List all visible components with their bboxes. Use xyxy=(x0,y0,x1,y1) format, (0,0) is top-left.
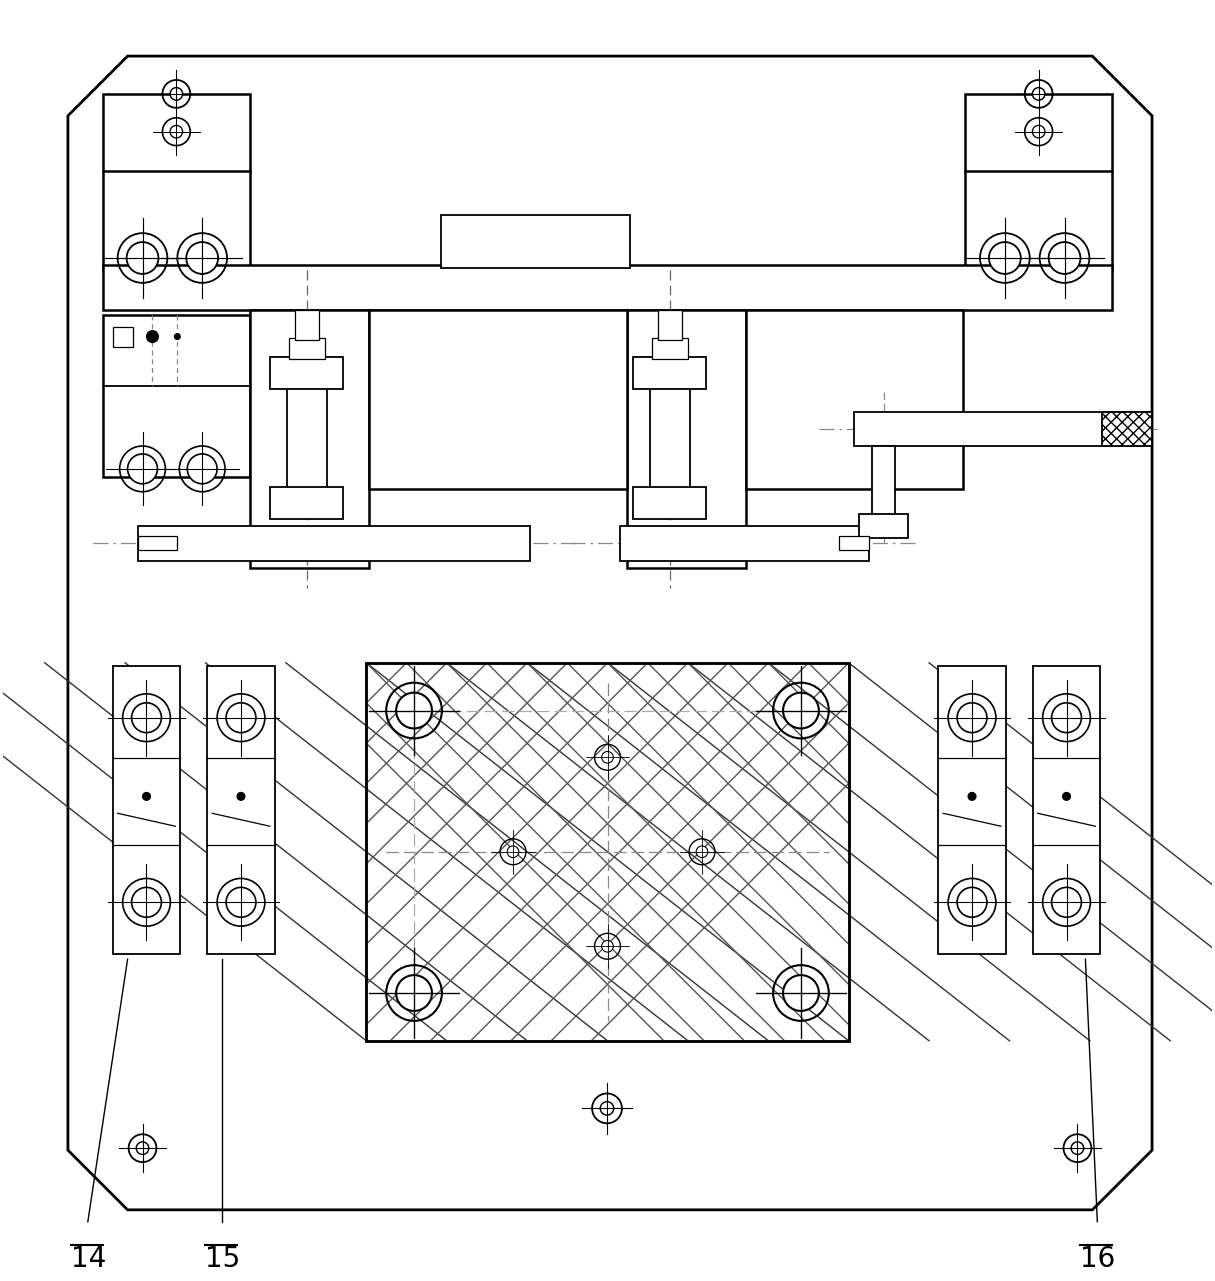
Circle shape xyxy=(696,845,708,857)
Bar xyxy=(366,662,849,1040)
Text: 15: 15 xyxy=(205,1245,241,1272)
Circle shape xyxy=(989,242,1021,274)
Bar xyxy=(746,310,963,489)
Bar xyxy=(366,662,849,1040)
Bar xyxy=(650,387,690,489)
Circle shape xyxy=(136,1141,148,1154)
Bar xyxy=(289,338,324,360)
Circle shape xyxy=(1063,793,1070,801)
Bar xyxy=(854,412,1152,446)
Circle shape xyxy=(142,793,151,801)
Bar xyxy=(250,310,369,569)
Bar xyxy=(103,265,1112,310)
Circle shape xyxy=(131,888,162,917)
Bar xyxy=(838,537,869,551)
Circle shape xyxy=(170,87,182,100)
Circle shape xyxy=(147,330,158,342)
Polygon shape xyxy=(68,56,1152,1209)
Circle shape xyxy=(1033,126,1045,138)
Circle shape xyxy=(601,940,614,952)
Bar xyxy=(366,662,849,1040)
Bar xyxy=(366,662,849,1040)
Bar xyxy=(366,662,849,1040)
Circle shape xyxy=(187,453,217,484)
Circle shape xyxy=(226,703,256,733)
Bar xyxy=(366,662,849,1040)
Circle shape xyxy=(226,888,256,917)
Bar xyxy=(137,537,177,551)
Bar xyxy=(366,662,849,1040)
Bar xyxy=(295,310,318,339)
Circle shape xyxy=(1033,87,1045,100)
Bar xyxy=(366,662,849,1040)
Circle shape xyxy=(237,793,245,801)
Bar xyxy=(208,666,275,954)
Bar xyxy=(103,315,250,477)
Bar xyxy=(137,525,531,561)
Circle shape xyxy=(174,333,180,339)
Text: 14: 14 xyxy=(70,1245,106,1272)
Bar xyxy=(366,662,849,1040)
Circle shape xyxy=(507,845,519,857)
Bar xyxy=(965,94,1112,270)
Bar xyxy=(366,662,849,1040)
Bar xyxy=(270,357,344,389)
Bar xyxy=(1102,412,1152,446)
Circle shape xyxy=(1052,888,1081,917)
Bar xyxy=(366,662,849,1040)
Bar xyxy=(657,310,682,339)
Bar xyxy=(103,94,250,270)
Bar xyxy=(366,662,849,1040)
Bar xyxy=(366,662,849,1040)
Bar xyxy=(871,446,895,519)
Circle shape xyxy=(186,242,219,274)
Circle shape xyxy=(782,693,819,729)
Circle shape xyxy=(1049,242,1080,274)
Bar xyxy=(113,666,180,954)
Bar xyxy=(366,662,849,1040)
Bar xyxy=(633,357,706,389)
Circle shape xyxy=(782,975,819,1011)
Bar xyxy=(366,662,849,1040)
Circle shape xyxy=(601,752,614,763)
Bar xyxy=(366,662,849,1040)
Circle shape xyxy=(600,1102,614,1114)
Bar xyxy=(633,487,706,519)
Bar xyxy=(620,525,869,561)
Circle shape xyxy=(131,703,162,733)
Bar xyxy=(938,666,1006,954)
Circle shape xyxy=(1072,1141,1084,1154)
Bar xyxy=(651,338,688,360)
Bar xyxy=(369,310,627,489)
Circle shape xyxy=(968,793,976,801)
Bar xyxy=(366,662,849,1040)
Text: 16: 16 xyxy=(1080,1245,1115,1272)
Circle shape xyxy=(396,693,433,729)
Bar xyxy=(366,662,849,1040)
Bar xyxy=(270,487,344,519)
Circle shape xyxy=(396,975,433,1011)
Bar xyxy=(859,514,909,538)
Circle shape xyxy=(1052,703,1081,733)
Bar xyxy=(287,387,327,489)
Circle shape xyxy=(170,126,182,138)
Bar xyxy=(366,662,849,1040)
Bar xyxy=(366,662,849,1040)
Bar xyxy=(113,327,132,347)
Bar xyxy=(441,215,629,268)
Bar xyxy=(1033,666,1101,954)
Circle shape xyxy=(128,453,158,484)
Bar xyxy=(627,310,746,569)
Bar xyxy=(366,662,849,1040)
Circle shape xyxy=(957,888,987,917)
Circle shape xyxy=(126,242,158,274)
Circle shape xyxy=(957,703,987,733)
